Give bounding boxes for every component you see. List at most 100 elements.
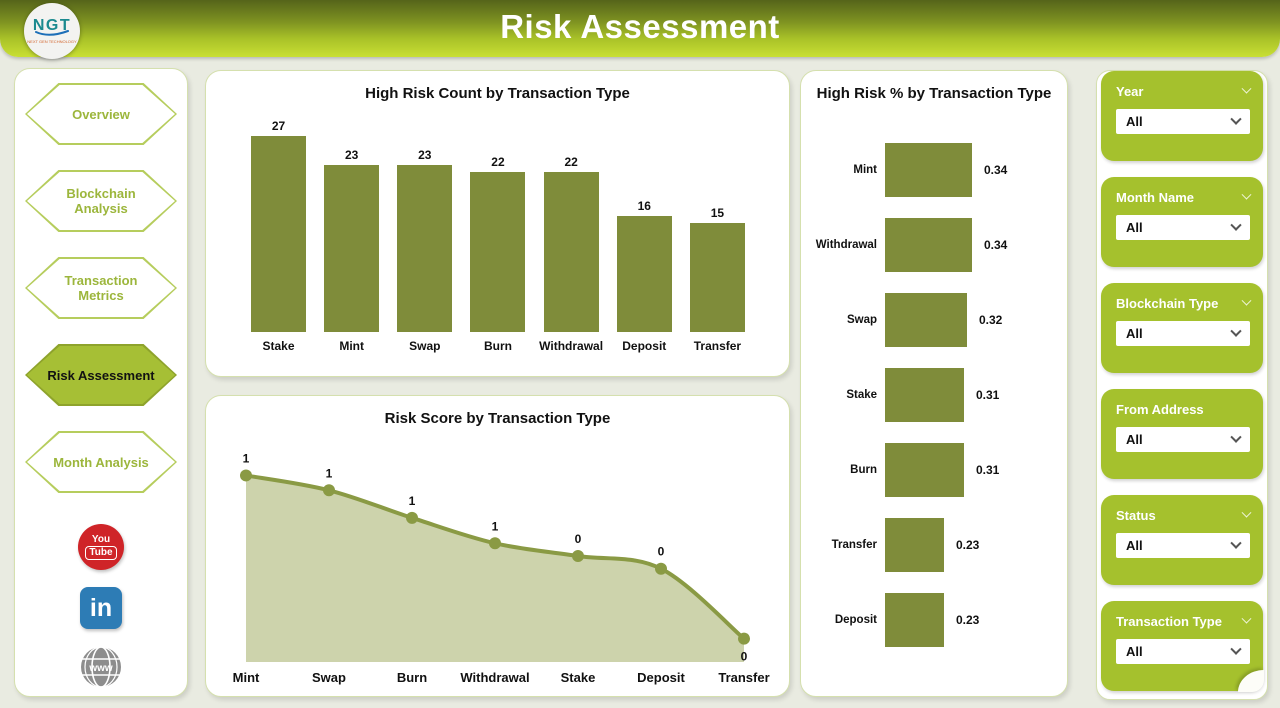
header-bar: NGT NEXT GEN TECHNOLOGY Risk Assessment	[0, 0, 1280, 59]
hbar-row-deposit: Deposit 0.23	[811, 593, 1061, 647]
data-point-burn[interactable]	[406, 511, 418, 524]
y-axis-label: Transfer	[831, 539, 877, 551]
area-fill	[246, 475, 744, 662]
bar-mint[interactable]	[324, 165, 380, 332]
filter-card-year: Year All	[1101, 71, 1263, 161]
linkedin-icon[interactable]: in	[80, 587, 122, 629]
page-title: Risk Assessment	[500, 8, 780, 45]
bar-value-label: 0.34	[984, 238, 1008, 252]
sidebar-item-transaction-metrics[interactable]: Transaction Metrics	[25, 257, 177, 319]
bar-value-label: 16	[637, 199, 651, 213]
chevron-down-icon[interactable]	[1241, 613, 1252, 624]
point-value-label: 0	[658, 545, 665, 559]
filter-selected-value: All	[1126, 644, 1143, 659]
chevron-down-icon	[1230, 643, 1242, 655]
y-axis-label: Stake	[846, 389, 877, 401]
sidebar-item-blockchain-analysis[interactable]: Blockchain Analysis	[25, 170, 177, 232]
data-point-stake[interactable]	[572, 550, 584, 562]
bar-swap[interactable]	[885, 293, 967, 347]
bar-value-label: 0.23	[956, 538, 980, 552]
chevron-down-icon[interactable]	[1241, 189, 1252, 200]
bar-column-swap: 23 Swap	[397, 117, 453, 353]
bar-column-transfer: 15 Transfer	[689, 117, 745, 353]
x-axis-label: Transfer	[718, 670, 769, 685]
nav-buttons: Overview Blockchain Analysis Transaction M…	[25, 83, 177, 518]
bar-value-label: 0.23	[956, 613, 980, 627]
filter-label: Year	[1116, 84, 1144, 99]
point-value-label: 1	[243, 451, 250, 465]
filter-card-blockchain-type: Blockchain Type All	[1101, 283, 1263, 373]
filter-header: Month Name	[1116, 189, 1252, 205]
bar-deposit[interactable]	[885, 593, 944, 647]
hbar-row-withdrawal: Withdrawal 0.34	[811, 218, 1061, 272]
filter-label: Transaction Type	[1116, 614, 1222, 629]
x-axis-label: Withdrawal	[460, 670, 529, 685]
filter-dropdown-transaction-type[interactable]: All	[1116, 639, 1250, 664]
point-value-label: 0	[575, 532, 582, 546]
bar-stake[interactable]	[251, 136, 306, 332]
filter-header: Status	[1116, 507, 1252, 523]
x-axis-label: Deposit	[637, 670, 685, 685]
point-value-label: 1	[326, 466, 333, 480]
data-point-mint[interactable]	[240, 469, 252, 482]
point-value-label: 0	[741, 650, 748, 664]
y-axis-label: Withdrawal	[815, 239, 877, 251]
filter-dropdown-status[interactable]: All	[1116, 533, 1250, 558]
bar-swap[interactable]	[397, 165, 453, 332]
filter-label: Status	[1116, 508, 1156, 523]
bar-transfer[interactable]	[885, 518, 944, 572]
sidebar-item-risk-assessment[interactable]: Risk Assessment	[25, 344, 177, 406]
bar-column-burn: 22 Burn	[470, 117, 526, 353]
bar-value-label: 0.32	[979, 313, 1003, 327]
filter-dropdown-month-name[interactable]: All	[1116, 215, 1250, 240]
filter-header: Blockchain Type	[1116, 295, 1252, 311]
social-links: You Tube in www	[78, 524, 124, 688]
bar-chart-plot: 27 Stake 23 Mint 23 Swap 22 Burn 22 Withdrawal 16 D…	[251, 117, 745, 353]
bar-withdrawal[interactable]	[543, 172, 599, 332]
bar-burn[interactable]	[885, 443, 964, 497]
filter-dropdown-year[interactable]: All	[1116, 109, 1250, 134]
filter-card-month-name: Month Name All	[1101, 177, 1263, 267]
filter-header: From Address	[1116, 402, 1250, 417]
chevron-down-icon[interactable]	[1241, 507, 1252, 518]
website-globe-icon[interactable]: www	[80, 646, 122, 688]
sidebar-item-overview[interactable]: Overview	[25, 83, 177, 145]
sidebar-item-month-analysis[interactable]: Month Analysis	[25, 431, 177, 493]
filter-label: Month Name	[1116, 190, 1194, 205]
sidebar-item-label: Transaction Metrics	[27, 259, 175, 317]
bar-value-label: 22	[564, 155, 578, 169]
bar-stake[interactable]	[885, 368, 964, 422]
logo-swoosh-icon	[35, 29, 69, 36]
sidebar-item-label: Blockchain Analysis	[27, 172, 175, 230]
data-point-withdrawal[interactable]	[489, 537, 501, 550]
data-point-swap[interactable]	[323, 484, 335, 497]
bar-column-withdrawal: 22 Withdrawal	[539, 117, 603, 353]
data-point-deposit[interactable]	[655, 562, 667, 575]
sidebar-item-label: Month Analysis	[27, 433, 175, 491]
youtube-icon[interactable]: You Tube	[78, 524, 124, 570]
y-axis-label: Burn	[850, 464, 877, 476]
chevron-down-icon[interactable]	[1241, 83, 1252, 94]
chart-title: High Risk Count by Transaction Type	[365, 85, 630, 102]
chevron-down-icon[interactable]	[1241, 295, 1252, 306]
chevron-down-icon	[1230, 325, 1242, 337]
x-axis-label: Stake	[262, 339, 295, 353]
hbar-row-mint: Mint 0.34	[811, 143, 1061, 197]
logo-tagline: NEXT GEN TECHNOLOGY	[27, 38, 77, 44]
filter-dropdown-blockchain-type[interactable]: All	[1116, 321, 1250, 346]
bar-burn[interactable]	[470, 172, 526, 332]
data-point-transfer[interactable]	[738, 632, 750, 645]
bar-transfer[interactable]	[689, 223, 745, 332]
bar-withdrawal[interactable]	[885, 218, 972, 272]
chevron-down-icon	[1230, 537, 1242, 549]
linkedin-icon-text: in	[89, 593, 113, 622]
bar-mint[interactable]	[885, 143, 972, 197]
filter-sidebar: Year All Month Name All Blockchain Type All Fr…	[1096, 70, 1268, 700]
filter-dropdown-from-address[interactable]: All	[1116, 427, 1250, 452]
logo-text: NGT	[32, 16, 72, 34]
bar-deposit[interactable]	[616, 216, 672, 332]
x-axis-label: Stake	[561, 670, 596, 685]
chart-card-high-risk-count: High Risk Count by Transaction Type 27 St…	[205, 70, 790, 377]
youtube-icon-text: Tube	[85, 545, 117, 560]
